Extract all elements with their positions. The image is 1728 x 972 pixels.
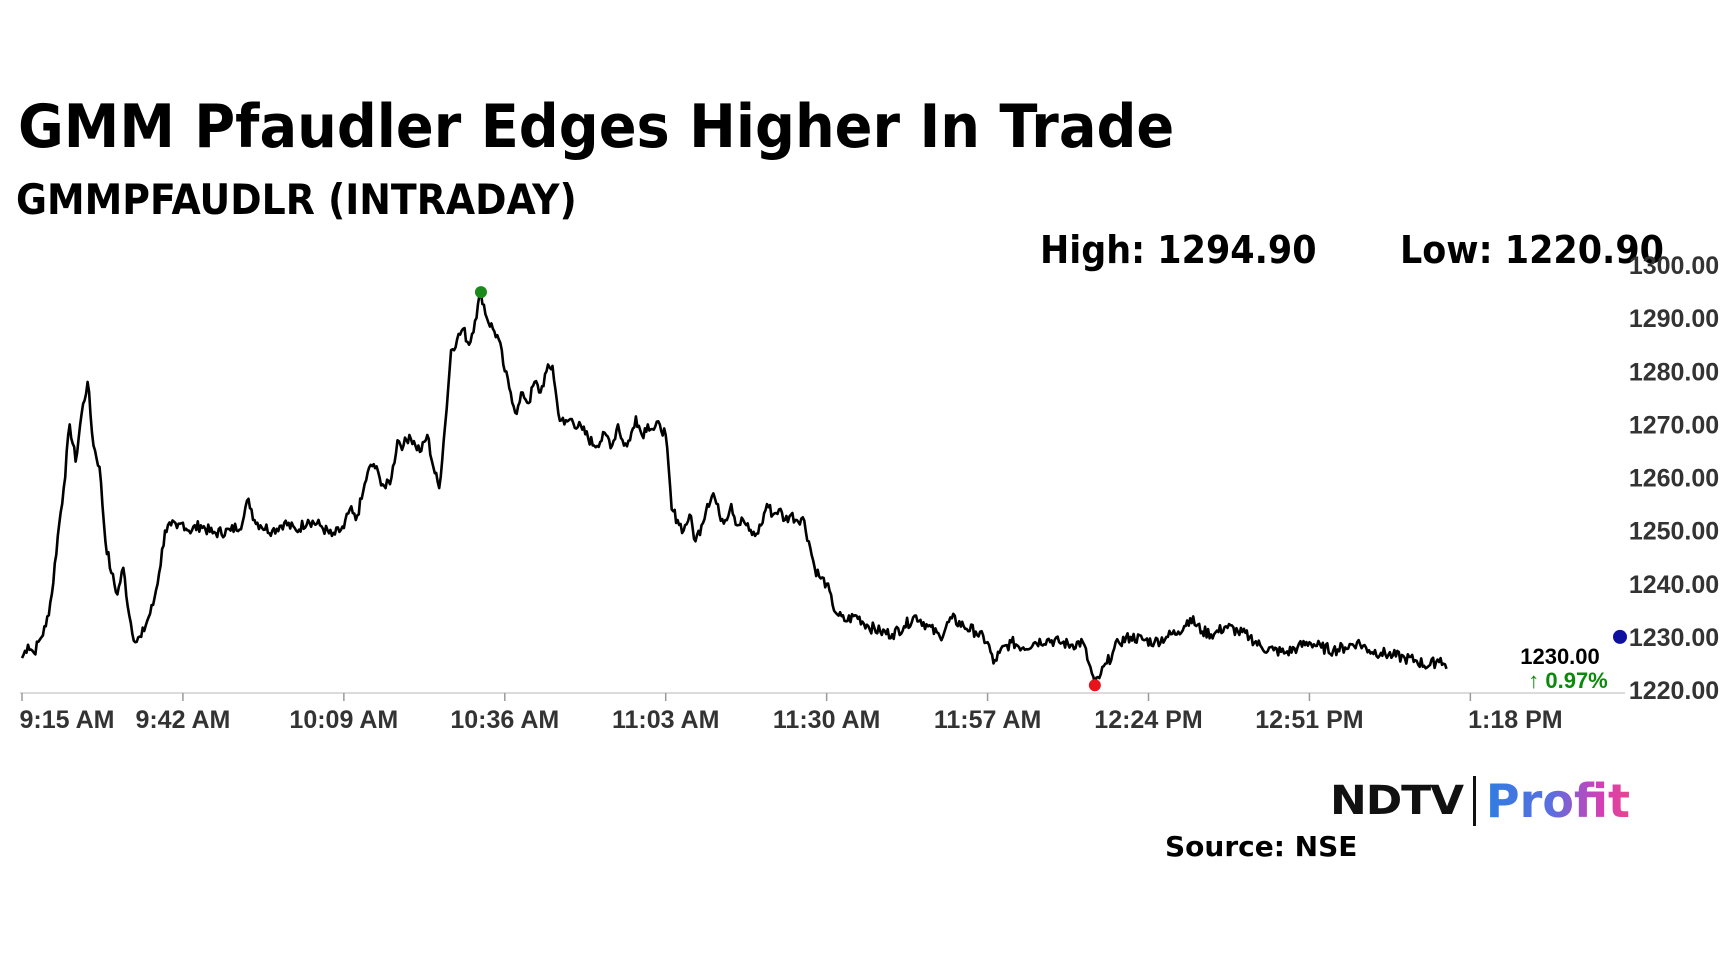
logo-ndtv-text: NDTV	[1330, 778, 1464, 824]
logo-profit-text: Profit	[1485, 774, 1631, 828]
x-tick-label: 12:24 PM	[1094, 706, 1202, 734]
y-tick-label: 1230.00	[1629, 624, 1719, 652]
y-tick-label: 1280.00	[1629, 358, 1719, 386]
x-tick-label: 12:51 PM	[1255, 706, 1363, 734]
x-tick-label: 9:15 AM	[20, 706, 115, 734]
y-tick-label: 1270.00	[1629, 411, 1719, 439]
chart-subtitle: GMMPFAUDLR (INTRADAY)	[16, 175, 577, 224]
high-marker	[474, 286, 487, 299]
x-tick-label: 11:30 AM	[773, 706, 880, 734]
y-tick-label: 1260.00	[1629, 465, 1719, 493]
x-tick-label: 11:03 AM	[612, 706, 719, 734]
low-marker	[1088, 679, 1101, 692]
logo-divider	[1472, 776, 1476, 826]
y-tick-label: 1300.00	[1629, 252, 1719, 280]
x-tick-label: 9:42 AM	[135, 706, 230, 734]
chart-title: GMM Pfaudler Edges Higher In Trade	[18, 92, 1175, 162]
last-price-marker	[1613, 629, 1627, 644]
high-stat: High: 1294.90	[1040, 228, 1317, 272]
y-tick-label: 1220.00	[1629, 677, 1719, 705]
change-percent-label: ↑ 0.97%	[1528, 668, 1608, 693]
x-tick-label: 10:09 AM	[289, 706, 398, 734]
ndtv-profit-logo: NDTV Profit	[1330, 773, 1630, 829]
y-axis-ticks: 1220.00 1230.00 1240.00 1250.00 1260.00 1270.…	[1629, 252, 1719, 705]
price-line	[20, 290, 1448, 687]
last-price-label: 1230.00	[1520, 644, 1600, 669]
x-tick-label: 11:57 AM	[934, 706, 1041, 734]
source-note: Source: NSE	[1165, 830, 1358, 863]
y-tick-label: 1250.00	[1629, 518, 1719, 546]
y-tick-label: 1290.00	[1629, 305, 1719, 333]
x-tick-label: 10:36 AM	[450, 706, 559, 734]
x-axis: 9:15 AM 9:42 AM 10:09 AM 10:36 AM 11:03 AM 11…	[20, 692, 1625, 734]
x-tick-label: 1:18 PM	[1468, 706, 1562, 734]
y-tick-label: 1240.00	[1629, 571, 1719, 599]
low-stat: Low: 1220.90	[1400, 228, 1664, 272]
